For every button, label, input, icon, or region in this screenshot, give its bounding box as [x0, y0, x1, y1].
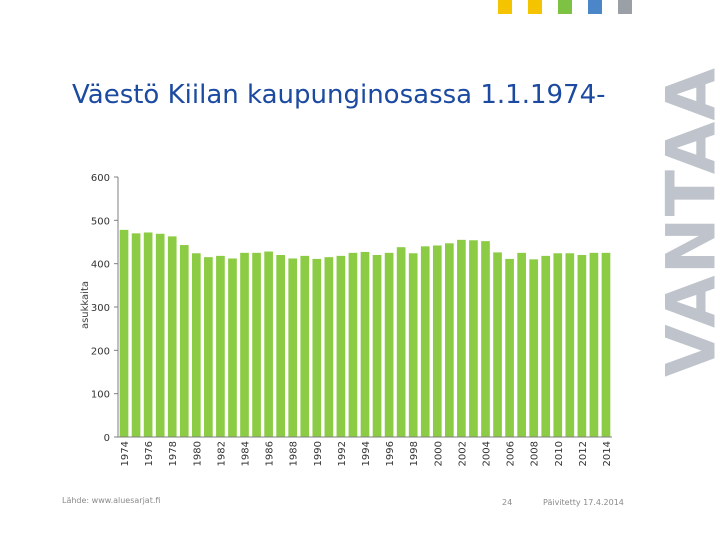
bar-2006 — [505, 258, 514, 437]
bar-1988 — [288, 258, 298, 437]
y-tick-label: 200 — [91, 346, 110, 357]
y-tick-label: 400 — [91, 260, 110, 271]
bar-2008 — [529, 259, 539, 437]
bar-1976 — [143, 232, 153, 437]
x-tick-label: 1986 — [265, 441, 276, 466]
bar-2011 — [565, 253, 575, 437]
bar-2002 — [457, 239, 466, 437]
bar-1983 — [228, 258, 237, 437]
x-tick-label: 2014 — [602, 441, 613, 466]
bar-1994 — [360, 251, 370, 437]
bar-1990 — [312, 258, 322, 437]
bar-2000 — [432, 245, 442, 437]
bar-1995 — [372, 255, 382, 437]
footer-updated: Päivitetty 17.4.2014 — [543, 498, 624, 507]
bar-2007 — [517, 252, 526, 437]
x-tick-label: 1990 — [313, 441, 324, 466]
logo-square — [528, 0, 542, 14]
x-tick-label: 1988 — [289, 441, 300, 466]
bar-1984 — [240, 252, 249, 437]
x-tick-label: 1992 — [337, 441, 348, 466]
x-tick-label: 1984 — [241, 441, 252, 466]
bar-2012 — [577, 255, 587, 437]
bar-1978 — [167, 236, 177, 437]
x-tick-label: 2008 — [530, 441, 541, 466]
page-number: 24 — [502, 498, 513, 507]
x-tick-label: 1974 — [120, 441, 131, 466]
bar-1981 — [204, 257, 213, 437]
x-tick-label: 2006 — [506, 441, 517, 466]
bar-1987 — [276, 255, 285, 437]
bar-2014 — [601, 252, 611, 437]
y-tick-label: 0 — [104, 433, 110, 444]
bar-2013 — [589, 252, 599, 437]
x-tick-label: 1994 — [361, 441, 372, 466]
bar-2003 — [469, 240, 478, 437]
logo-square — [498, 0, 512, 14]
y-axis: 0 100 200 300 400 500 600 asukkaita — [80, 173, 119, 444]
x-tick-label: 1978 — [168, 441, 179, 466]
logo-square — [588, 0, 602, 14]
bar-2001 — [445, 243, 454, 437]
bar-1985 — [252, 252, 261, 437]
bar-2005 — [493, 252, 502, 437]
x-tick-label: 2002 — [457, 441, 468, 466]
y-tick-label: 600 — [91, 173, 110, 184]
footer-source: Lähde: www.aluesarjat.fi — [62, 496, 161, 505]
x-tick-label: 2004 — [481, 441, 492, 466]
y-tick-label: 300 — [91, 303, 110, 314]
bar-1991 — [324, 257, 334, 437]
bar-2004 — [481, 241, 490, 437]
bar-1986 — [264, 251, 273, 437]
logo-square — [618, 0, 632, 14]
bar-1998 — [408, 253, 418, 437]
bar-1980 — [191, 253, 201, 437]
y-axis-ticks: 0 100 200 300 400 500 600 — [91, 173, 118, 444]
x-axis-ticks: 1974 1976 1978 1980 1982 1984 1986 1988 1990 1992… — [120, 441, 613, 466]
bar-1989 — [300, 255, 310, 437]
y-tick-label: 100 — [91, 390, 110, 401]
bar-2010 — [553, 253, 563, 437]
y-tick-label: 500 — [91, 216, 110, 227]
logo-square — [558, 0, 572, 14]
bar-1992 — [336, 255, 346, 437]
bar-1977 — [155, 233, 165, 437]
x-tick-label: 1998 — [409, 441, 420, 466]
bar-1993 — [348, 252, 358, 437]
bar-1999 — [420, 246, 430, 437]
x-tick-label: 2010 — [554, 441, 565, 466]
x-tick-label: 2012 — [578, 441, 589, 466]
x-tick-label: 1976 — [144, 441, 155, 466]
bar-1979 — [179, 245, 189, 437]
x-tick-label: 1996 — [385, 441, 396, 466]
bars — [119, 229, 611, 437]
y-axis-label: asukkaita — [80, 281, 91, 329]
bar-1975 — [131, 233, 141, 437]
x-tick-label: 1982 — [216, 441, 227, 466]
slide-title: Väestö Kiilan kaupunginosassa 1.1.1974- — [72, 80, 606, 110]
x-tick-label: 2000 — [433, 441, 444, 466]
bar-1974 — [119, 229, 129, 437]
bar-2009 — [541, 255, 551, 437]
bar-1997 — [396, 247, 406, 437]
x-tick-label: 1980 — [192, 441, 203, 466]
bar-1996 — [384, 252, 394, 437]
bar-1982 — [216, 255, 225, 437]
